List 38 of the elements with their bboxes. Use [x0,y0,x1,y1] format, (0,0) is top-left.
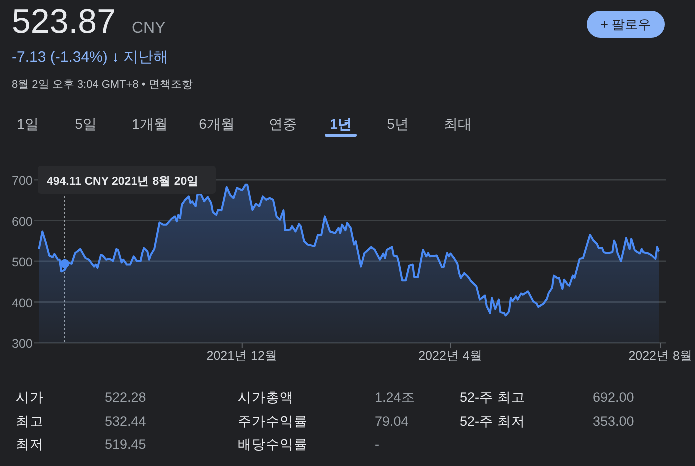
text: 1개월 [132,116,168,132]
text: 최대 [444,116,472,132]
text: 519.45 [105,437,146,452]
text: 배당수익률 [238,437,308,452]
text: -7.13 (-1.34%) ↓ 지난해 [12,49,169,66]
text: 1년 [330,116,352,132]
text: 52-주 최고 [460,390,526,405]
text: 52-주 최저 [460,414,526,429]
x-tick-label: 2022년 8월 [628,349,693,363]
text: 최고 [16,414,44,429]
y-tick-label: 500 [12,256,33,270]
chart-title: 523.87 [12,3,116,41]
text: 시가총액 [238,390,294,405]
y-tick-label: 700 [12,174,33,188]
x-tick-label: 2022년 4월 [418,349,483,363]
text: 8월 2일 오후 3:04 GMT+8 • 면책조항 [12,79,193,91]
x-tick-label: 2021년 12월 [206,349,278,363]
text: 5일 [75,116,97,132]
button-follow: + 팔로우 [587,11,665,38]
text: 6개월 [199,116,235,132]
text: 79.04 [375,414,410,429]
y-tick-label: 600 [12,214,33,229]
text: 1.24조 [375,390,416,405]
text: 주가수익률 [238,414,308,429]
text: 353.00 [593,414,634,429]
text: 연중 [269,116,297,132]
y-tick-label: 300 [12,337,33,351]
text: 시가 [16,390,44,405]
annotation: 494.11 CNY 2021년 8월 20일 [47,175,200,188]
y-tick-label: 400 [12,296,33,310]
text: - [375,437,380,452]
chart-subtitle: CNY [132,20,166,37]
text: 최저 [16,437,44,452]
text: 692.00 [593,390,634,405]
text: 522.28 [105,390,146,405]
text: 532.44 [105,414,147,429]
text: 1일 [17,116,39,132]
text: 5년 [387,116,409,132]
